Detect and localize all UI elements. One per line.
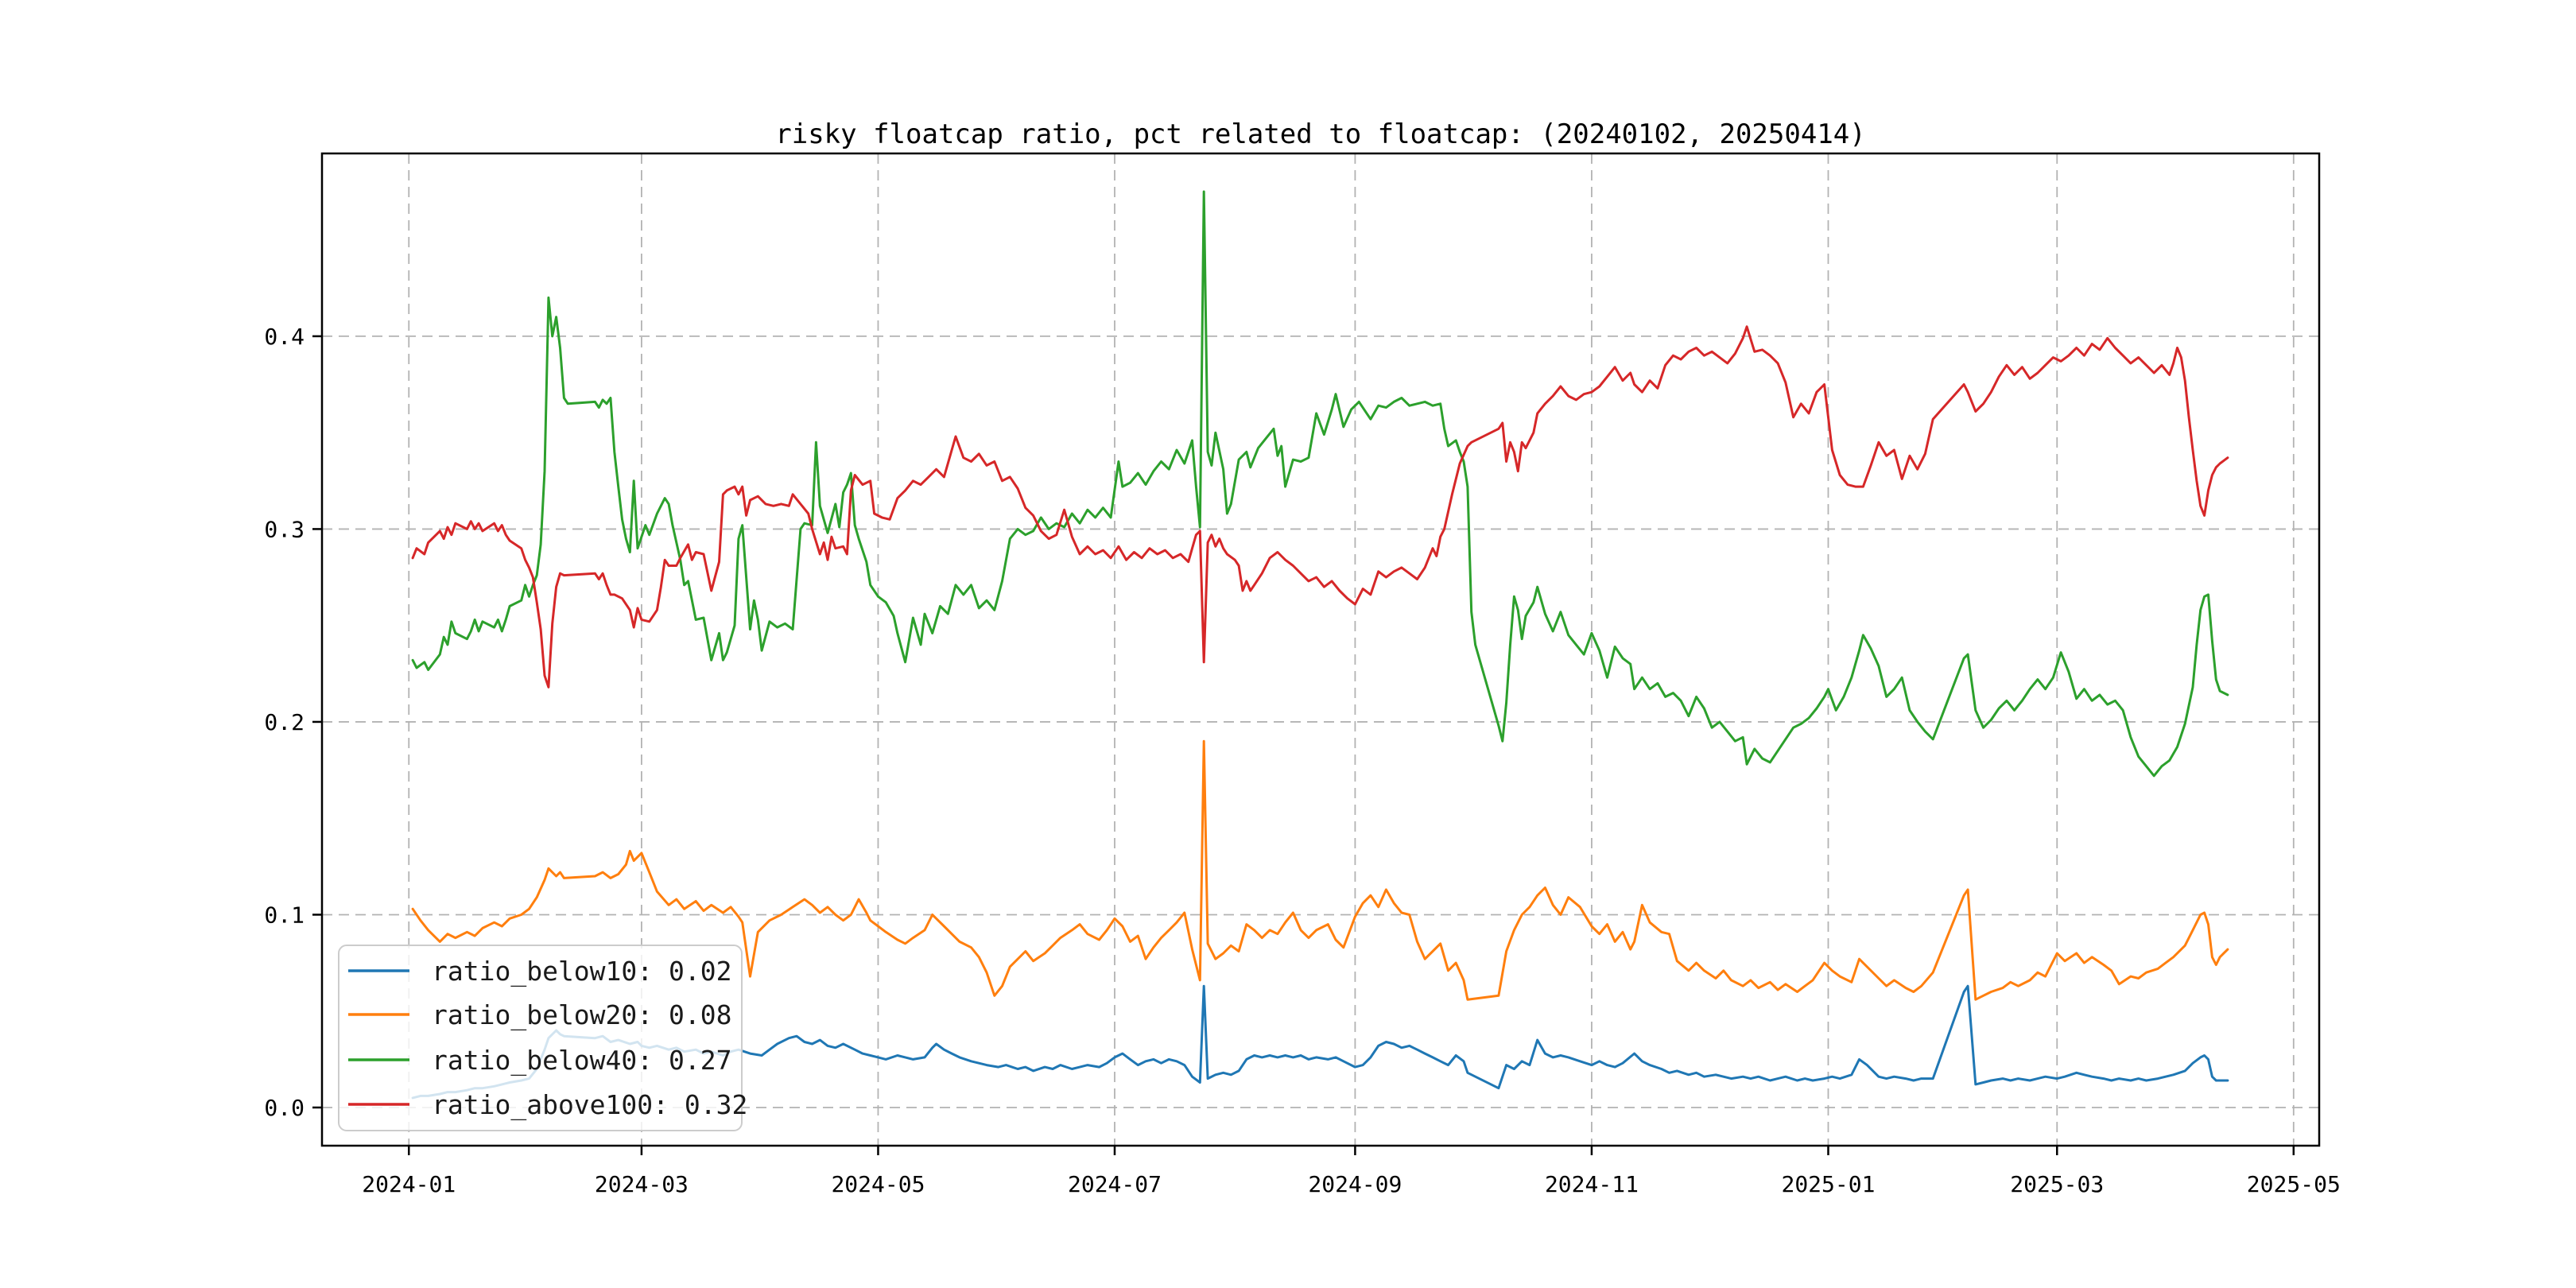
plot-border: [320, 152, 2321, 1147]
legend-entry-ratio_below20: ratio_below20: 0.08: [348, 999, 732, 1031]
x-axis: 2024-01 2024-03 2024-05 2024-07 2024-09 2024-…: [362, 1146, 2341, 1197]
legend-entry-ratio_above100: ratio_above100: 0.32: [348, 1089, 747, 1121]
x-tick-label: 2024-11: [1545, 1171, 1639, 1197]
chart-title: risky floatcap ratio, pct related to flo…: [775, 118, 1865, 150]
y-tick-label: 0.0: [264, 1095, 305, 1121]
x-tick-label: 2024-09: [1308, 1171, 1402, 1197]
x-tick-label: 2025-05: [2247, 1171, 2341, 1197]
y-tick-label: 0.3: [264, 516, 305, 542]
y-tick-label: 0.4: [264, 324, 305, 350]
y-tick-label: 0.1: [264, 902, 305, 928]
legend-label: ratio_below20: 0.08: [432, 999, 732, 1031]
legend-label: ratio_below10: 0.02: [432, 956, 732, 987]
x-tick-label: 2024-05: [831, 1171, 925, 1197]
x-tick-label: 2025-03: [2010, 1171, 2104, 1197]
series-line-ratio_below20: [411, 739, 2229, 1001]
legend-box: [338, 945, 743, 1131]
legend: ratio_below10: 0.02 ratio_below20: 0.08 ra…: [338, 945, 747, 1131]
x-tick-label: 2024-03: [595, 1171, 689, 1197]
y-axis: 0.0 0.1 0.2 0.3 0.4: [264, 324, 322, 1121]
x-tick-label: 2025-01: [1781, 1171, 1875, 1197]
series-line-ratio_above100: [411, 325, 2229, 689]
legend-label: ratio_above100: 0.32: [432, 1089, 747, 1121]
legend-entry-ratio_below40: ratio_below40: 0.27: [348, 1045, 732, 1077]
x-tick-label: 2024-07: [1068, 1171, 1162, 1197]
y-tick-label: 0.2: [264, 709, 305, 735]
series-line-ratio_below40: [411, 190, 2229, 778]
x-tick-label: 2024-01: [362, 1171, 456, 1197]
legend-label: ratio_below40: 0.27: [432, 1045, 732, 1077]
legend-entry-ratio_below10: ratio_below10: 0.02: [348, 956, 732, 987]
